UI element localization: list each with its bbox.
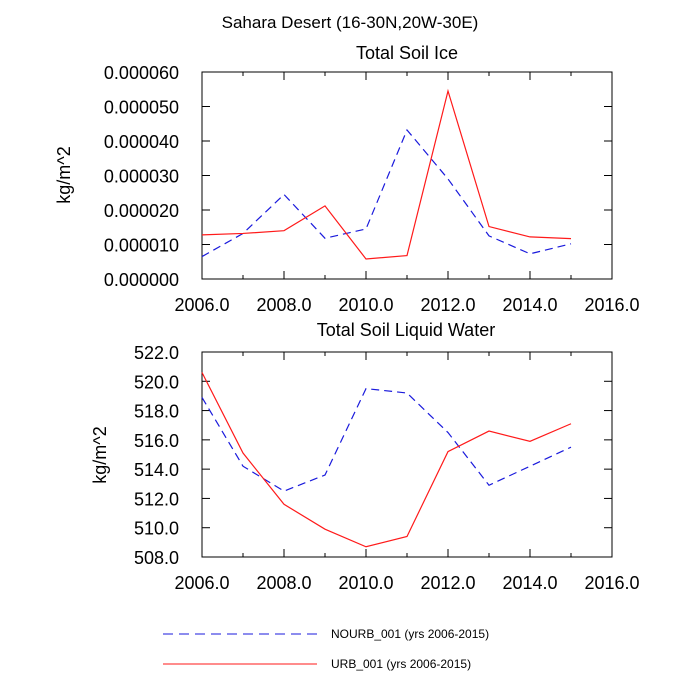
y-tick-label-soil-liquid-water: 514.0	[134, 460, 179, 480]
x-tick-label-soil-liquid-water: 2006.0	[174, 573, 229, 593]
x-tick-label-soil-liquid-water: 2008.0	[256, 573, 311, 593]
x-tick-label-soil-ice: 2016.0	[584, 295, 639, 315]
panel-title-soil-liquid-water: Total Soil Liquid Water	[317, 320, 495, 340]
y-axis-label-soil-ice: kg/m^2	[54, 146, 74, 203]
series-urb-line-soil-liquid-water	[201, 372, 572, 548]
panel-soil-ice: Total Soil Ice 0.000000 0.000010 0.000020 0…	[54, 43, 640, 315]
y-tick-label-soil-liquid-water: 520.0	[134, 372, 179, 392]
series-nourb-line-soil-ice	[201, 128, 572, 258]
y-tick-label-soil-ice: 0.000050	[104, 98, 179, 118]
legend-label-urb: URB_001 (yrs 2006-2015)	[331, 657, 471, 671]
legend: NOURB_001 (yrs 2006-2015) URB_001 (yrs 2…	[163, 627, 489, 671]
x-tick-label-soil-liquid-water: 2014.0	[502, 573, 557, 593]
figure-title: Sahara Desert (16-30N,20W-30E)	[222, 13, 479, 32]
y-tick-label-soil-liquid-water: 510.0	[134, 519, 179, 539]
y-tick-label-soil-liquid-water: 512.0	[134, 489, 179, 509]
series-nourb-line-soil-liquid-water	[201, 387, 572, 492]
y-tick-label-soil-ice: 0.000030	[104, 167, 179, 187]
plot-frame-soil-liquid-water	[201, 351, 613, 558]
x-tick-label-soil-liquid-water: 2012.0	[420, 573, 475, 593]
y-tick-label-soil-liquid-water: 516.0	[134, 431, 179, 451]
x-tick-label-soil-ice: 2010.0	[338, 295, 393, 315]
y-tick-label-soil-ice: 0.000020	[104, 201, 179, 221]
y-tick-label-soil-liquid-water: 508.0	[134, 548, 179, 568]
series-urb-line-soil-ice	[201, 88, 572, 260]
y-tick-label-soil-ice: 0.000000	[104, 270, 179, 290]
x-tick-label-soil-ice: 2006.0	[174, 295, 229, 315]
x-tick-label-soil-ice: 2008.0	[256, 295, 311, 315]
y-tick-label-soil-liquid-water: 518.0	[134, 402, 179, 422]
panel-soil-liquid-water: Total Soil Liquid Water 508.0 510.0 512.0 5…	[90, 320, 640, 593]
legend-label-nourb: NOURB_001 (yrs 2006-2015)	[331, 627, 489, 641]
x-tick-label-soil-ice: 2014.0	[502, 295, 557, 315]
y-tick-label-soil-ice: 0.000060	[104, 63, 179, 83]
x-tick-label-soil-liquid-water: 2016.0	[584, 573, 639, 593]
panel-title-soil-ice: Total Soil Ice	[356, 43, 458, 63]
x-tick-label-soil-ice: 2012.0	[420, 295, 475, 315]
y-tick-label-soil-liquid-water: 522.0	[134, 343, 179, 363]
y-tick-label-soil-ice: 0.000040	[104, 132, 179, 152]
y-axis-label-soil-liquid-water: kg/m^2	[90, 426, 110, 483]
x-tick-label-soil-liquid-water: 2010.0	[338, 573, 393, 593]
plot-frame-soil-ice	[201, 71, 613, 280]
y-tick-label-soil-ice: 0.000010	[104, 236, 179, 256]
